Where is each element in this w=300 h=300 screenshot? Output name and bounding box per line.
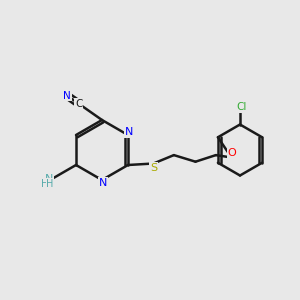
Text: N: N (125, 127, 134, 137)
Text: N: N (99, 178, 107, 188)
Text: N: N (63, 91, 71, 101)
Text: N: N (45, 174, 53, 184)
Text: O: O (227, 148, 236, 158)
Text: C: C (75, 99, 82, 109)
Text: Cl: Cl (237, 102, 247, 112)
Text: S: S (150, 163, 157, 173)
Text: H: H (41, 179, 49, 189)
Text: H: H (46, 179, 54, 189)
